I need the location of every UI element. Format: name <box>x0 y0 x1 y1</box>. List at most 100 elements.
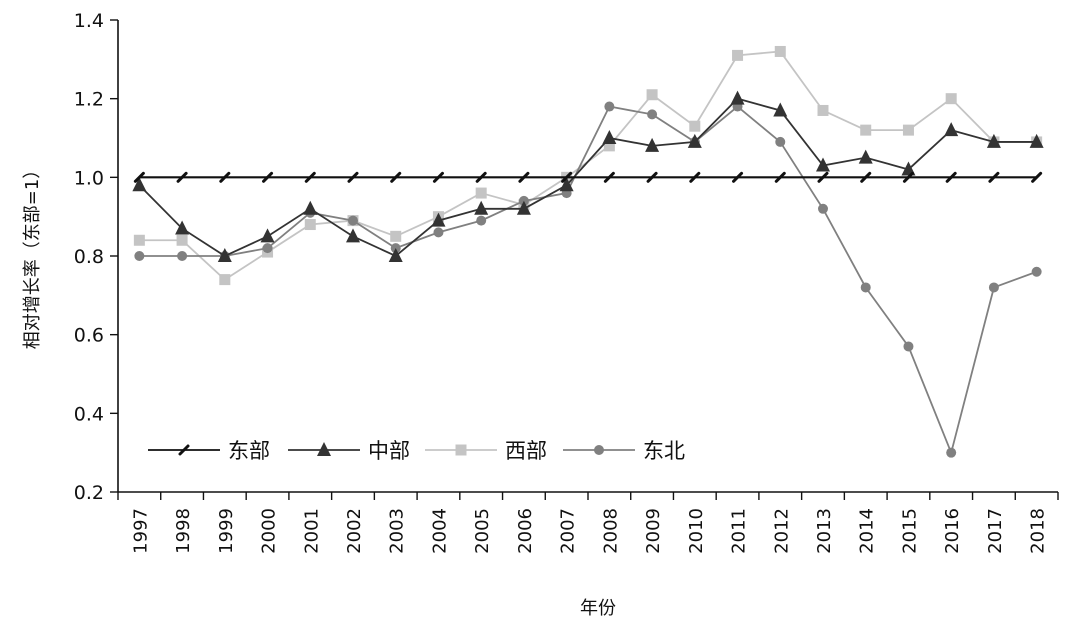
series-line <box>138 97 1037 258</box>
data-point <box>689 171 701 183</box>
data-point <box>348 215 358 226</box>
data-point <box>986 133 1001 148</box>
legend: 东部 中部 西部 东北 <box>148 439 685 463</box>
x-tick-label: 2014 <box>857 508 878 554</box>
data-point <box>262 243 273 254</box>
data-point <box>432 171 444 183</box>
series-dash <box>133 171 1043 183</box>
data-point <box>988 282 999 293</box>
data-point <box>1029 133 1044 148</box>
legend-item: 中部 <box>288 439 410 463</box>
x-tick-label: 2006 <box>515 508 536 554</box>
data-point <box>219 171 231 183</box>
x-tick-label: 2012 <box>771 508 792 554</box>
data-point <box>1031 171 1043 183</box>
data-point <box>903 341 914 352</box>
data-point <box>646 171 658 183</box>
y-tick-label: 1.0 <box>74 167 104 189</box>
data-point <box>646 89 658 101</box>
data-point <box>133 171 145 183</box>
y-tick-label: 1.4 <box>74 10 104 32</box>
data-point <box>602 130 617 144</box>
data-point <box>944 122 959 137</box>
legend-marker <box>178 444 190 456</box>
legend-item: 西部 <box>425 439 547 463</box>
y-tick-label: 0.4 <box>74 403 104 425</box>
data-point <box>476 215 487 226</box>
y-tick-label: 0.6 <box>74 325 104 347</box>
y-tick-label: 0.2 <box>74 482 104 504</box>
data-point <box>177 251 188 261</box>
axes: 0.2 0.4 0.6 0.8 1.0 1.2 1.4 1997 1998 1999 2000 200… <box>74 10 1059 554</box>
legend-marker <box>594 445 604 455</box>
data-point <box>347 171 359 183</box>
x-tick-label: 2003 <box>387 508 408 554</box>
data-point <box>946 447 957 458</box>
data-point <box>860 171 872 183</box>
data-point <box>134 251 145 261</box>
legend-item: 东部 <box>148 439 270 463</box>
data-point <box>133 234 145 246</box>
data-point <box>217 248 232 262</box>
data-point <box>559 177 574 192</box>
x-tick-label: 1999 <box>216 508 237 554</box>
data-point <box>945 93 957 105</box>
data-point <box>774 45 786 57</box>
data-point <box>647 109 658 120</box>
legend-marker <box>455 444 467 456</box>
data-point <box>816 157 830 172</box>
data-point <box>475 171 487 183</box>
y-tick-label: 1.2 <box>74 89 104 111</box>
data-point <box>603 140 615 152</box>
data-point <box>346 228 360 243</box>
data-point <box>304 171 316 183</box>
data-point <box>175 220 190 235</box>
x-tick-label: 2018 <box>1028 508 1049 554</box>
series-triangle <box>132 90 1044 262</box>
data-point <box>732 171 744 183</box>
data-point <box>260 228 275 243</box>
data-point <box>176 234 188 246</box>
x-tick-label: 2009 <box>643 508 664 554</box>
data-point <box>390 171 402 183</box>
data-point <box>818 203 828 214</box>
x-tick-label: 2010 <box>686 508 707 554</box>
legend-marker <box>317 442 331 456</box>
data-point <box>604 101 615 112</box>
data-point <box>902 124 914 136</box>
data-point <box>433 227 444 238</box>
x-tick-label: 2004 <box>429 508 450 554</box>
x-tick-label: 2011 <box>729 508 750 554</box>
data-point <box>390 230 402 242</box>
series-circle <box>134 101 1042 458</box>
plot-area <box>132 45 1044 458</box>
x-tick-label: 2013 <box>814 508 835 554</box>
data-point <box>773 102 788 117</box>
data-point <box>774 171 786 183</box>
legend-item: 东北 <box>563 439 685 463</box>
data-point <box>732 49 744 61</box>
data-point <box>262 171 274 183</box>
data-point <box>988 171 1000 183</box>
data-point <box>817 104 829 116</box>
legend-label: 东北 <box>643 439 685 463</box>
x-tick-label: 1998 <box>173 508 194 554</box>
series-line <box>139 105 1037 456</box>
data-point <box>516 200 531 215</box>
x-tick-label: 2001 <box>301 508 322 554</box>
data-point <box>945 171 957 183</box>
data-point <box>817 171 829 183</box>
data-point <box>902 171 914 183</box>
y-axis-label: 相对增长率（东部=1） <box>22 161 43 350</box>
x-tick-label: 1997 <box>130 508 151 554</box>
data-point <box>219 274 231 286</box>
data-point <box>1031 266 1042 277</box>
data-point <box>474 200 489 215</box>
legend-label: 中部 <box>368 439 410 463</box>
series-line <box>139 50 1037 281</box>
data-point <box>645 137 660 152</box>
data-point <box>858 149 873 164</box>
data-point <box>176 171 188 183</box>
data-point <box>561 171 573 183</box>
